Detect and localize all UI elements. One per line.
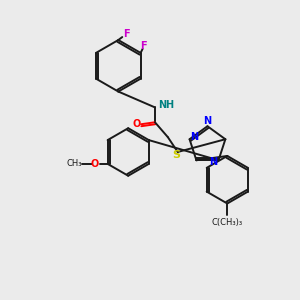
Text: S: S bbox=[173, 150, 181, 160]
Text: N: N bbox=[190, 132, 199, 142]
Text: C(CH₃)₃: C(CH₃)₃ bbox=[212, 218, 243, 227]
Text: N: N bbox=[203, 116, 211, 126]
Text: O: O bbox=[132, 119, 140, 129]
Text: F: F bbox=[123, 29, 130, 39]
Text: N: N bbox=[158, 100, 166, 110]
Text: H: H bbox=[165, 100, 173, 110]
Text: O: O bbox=[91, 159, 99, 169]
Text: F: F bbox=[140, 41, 147, 51]
Text: N: N bbox=[209, 157, 217, 167]
Text: CH₃: CH₃ bbox=[66, 159, 82, 168]
